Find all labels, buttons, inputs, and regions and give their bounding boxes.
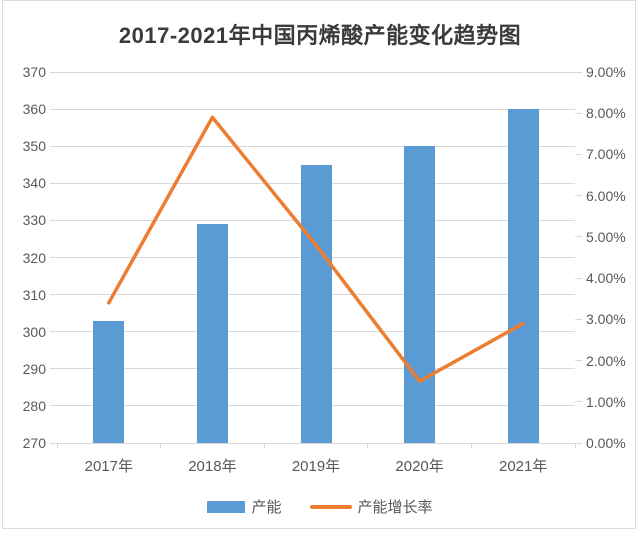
right-axis-tick-label: 9.00% [586,64,626,80]
x-axis-tick [160,443,162,448]
right-axis-tick-label: 7.00% [586,146,626,163]
right-axis-tick-label: 4.00% [586,270,626,287]
legend-item-capacity: 产能 [207,496,282,517]
chart-title: 2017-2021年中国丙烯酸产能变化趋势图 [118,23,522,48]
left-axis-tick-label: 330 [22,212,46,229]
capacity-bar [507,109,539,443]
left-axis-tick [50,294,57,296]
right-axis-tick [575,153,582,155]
capacity-bar [196,224,228,443]
x-axis-tick [367,443,369,448]
left-axis-tick-label: 370 [22,64,46,80]
x-axis-tick [56,443,58,448]
right-axis-tick-label: 2.00% [586,352,626,369]
right-axis-tick [575,71,582,73]
growth-rate-legend-label: 产能增长率 [357,499,433,516]
left-axis-tick-label: 300 [22,323,46,340]
right-axis-tick-label: 1.00% [586,393,626,410]
right-axis-tick [575,112,582,114]
right-axis-tick-label: 0.00% [586,435,626,451]
gridline [57,108,575,110]
x-axis-category-label: 2018年 [188,458,237,475]
gridline [57,442,575,444]
growth-rate-line-swatch [309,504,352,509]
left-axis-tick-label: 310 [22,286,46,303]
right-axis-tick [575,360,582,362]
left-axis-tick [50,219,57,221]
left-axis-tick-label: 280 [22,397,46,414]
x-axis-tick [470,443,472,448]
right-axis-tick [575,442,582,444]
left-axis-tick [50,442,57,444]
right-axis-tick [575,277,582,279]
capacity-bar [404,146,436,443]
left-axis-tick [50,405,57,407]
x-axis-category-label: 2017年 [84,458,133,475]
capacity-legend-label: 产能 [251,499,282,516]
left-axis-tick-label: 290 [22,360,46,377]
gridline [57,71,575,73]
x-axis-category-label: 2020年 [395,458,444,475]
right-axis-tick [575,195,582,197]
left-axis-tick [50,71,57,73]
left-axis-tick-label: 360 [22,101,46,118]
right-axis-tick [575,401,582,403]
left-axis-tick-label: 350 [22,138,46,155]
left-axis-tick [50,108,57,110]
x-axis-category-label: 2021年 [499,458,548,475]
right-axis-tick-label: 5.00% [586,228,626,245]
right-axis-tick-label: 8.00% [586,105,626,122]
left-axis-tick-label: 270 [22,435,46,451]
left-axis-tick [50,368,57,370]
capacity-bar [300,164,332,443]
right-axis-tick [575,236,582,238]
legend-item-growth-rate: 产能增长率 [309,496,433,517]
left-axis-tick [50,257,57,258]
x-axis-tick [574,443,576,448]
x-axis-category-label: 2019年 [291,458,341,475]
right-axis-tick-label: 3.00% [586,311,626,328]
left-axis-tick-label: 340 [22,175,46,192]
left-axis-tick [50,331,57,333]
right-axis-tick [575,318,582,320]
capacity-bar [93,320,125,443]
left-axis-tick-label: 320 [22,249,46,266]
right-axis-tick-label: 6.00% [586,187,626,204]
gridline [57,145,575,147]
legend: 产能 产能增长率 [0,496,640,517]
x-axis-tick [263,443,265,448]
left-axis-tick [50,145,57,147]
left-axis-tick [50,182,57,184]
capacity-bar-swatch [207,500,246,513]
